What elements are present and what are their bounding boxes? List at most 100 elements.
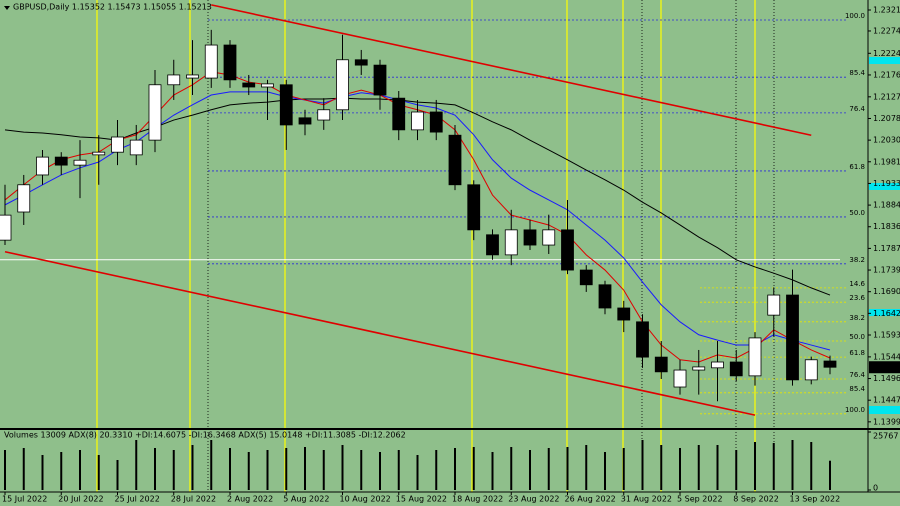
candle-body [542,229,556,246]
y-tick-label: 1.17390 [873,266,900,275]
fibo-label: 50.0 [849,209,865,217]
candle-body [373,64,387,96]
fibo-label: 76.4 [849,105,865,113]
trendline [211,4,812,137]
candle-body [298,117,312,125]
candle-body [636,321,649,358]
fibo-label: 50.0 [849,333,865,341]
y-tick-label: 1.18360 [873,222,900,231]
candle-body [692,366,706,371]
y-tick-label: 1.22745 [873,26,900,35]
y-tick-label: 1.22245 [873,49,900,58]
candle-body [354,59,368,66]
volume-tick-label: 0 [873,484,878,493]
level-highlight [869,183,900,190]
y-tick-label: 1.23215 [873,5,900,14]
candle-body [429,111,443,133]
candle-body [223,44,237,81]
period-separators [96,0,900,492]
price-tag [869,361,900,374]
y-tick-label: 1.18845 [873,201,900,210]
candle-body [242,82,256,88]
symbol-icon [4,6,10,10]
candle-body [673,369,687,388]
candle-body [804,359,818,381]
candle-body [786,294,799,381]
candle-body [617,307,631,321]
y-tick-label: 1.15935 [873,331,900,340]
candle-body [823,360,837,368]
volume-tick-label: 25767 [873,432,898,441]
x-tick-label: 15 Jul 2022 [2,495,47,504]
candle-body [111,136,124,153]
x-tick-label: 15 Aug 2022 [396,495,447,504]
x-tick-label: 10 Aug 2022 [340,495,391,504]
candle-body [467,184,481,231]
candle-body [504,229,518,256]
candle-body [167,74,181,86]
y-tick-label: 1.19815 [873,157,900,166]
y-tick-label: 1.14475 [873,396,900,405]
candle-body [767,294,781,316]
fibo-label: 61.8 [849,163,865,171]
y-tick-label: 1.16420 [873,309,900,318]
x-tick-label: 13 Sep 2022 [790,495,841,504]
x-tick-label: 18 Aug 2022 [452,495,503,504]
y-tick-label: 1.21270 [873,92,900,101]
x-tick-label: 25 Jul 2022 [115,495,160,504]
fibo-label: 23.6 [849,294,865,302]
candle-body [748,337,762,377]
fibo-label: 100.0 [845,406,865,414]
x-tick-label: 23 Aug 2022 [508,495,559,504]
y-tick-label: 1.20785 [873,114,900,123]
x-tick-label: 5 Sep 2022 [677,495,723,504]
candle-body [317,109,331,121]
candle-body [448,134,462,186]
fibo-label: 100.0 [845,12,865,20]
candle-body [261,83,274,88]
candle-body [17,184,31,213]
y-tick-label: 1.15445 [873,352,900,361]
fibo-label: 76.4 [849,371,865,379]
candle-body [486,234,499,256]
price-tag-label: 1.15213 [871,363,900,372]
candle-body [279,84,293,126]
fibo-label: 61.8 [849,349,865,357]
plot-area: 1.23215 1.22745 1.22245 1.21760 1.21270 1.207… [0,4,900,504]
candle-body [654,356,668,373]
x-tick-label: 26 Aug 2022 [565,495,616,504]
chart-title: GBPUSD,Daily 1.15352 1.15473 1.15055 1.1… [13,3,212,12]
y-tick-label: 1.20300 [873,136,900,145]
x-tick-label: 8 Sep 2022 [733,495,779,504]
fibo-label: 85.4 [849,69,865,77]
candle-body [411,111,424,131]
candle-body [392,97,406,131]
candle-body [92,151,106,156]
candle-body [0,214,12,241]
candle-body [73,159,87,166]
candle-body [711,361,724,369]
y-tick-label: 1.14960 [873,374,900,383]
y-tick-label: 1.16905 [873,287,900,296]
level-highlight [869,406,900,414]
candle-body [186,74,199,79]
trendline [4,250,756,416]
candle-body [204,44,218,79]
x-tick-label: 2 Aug 2022 [227,495,273,504]
y-tick-label: 1.17875 [873,244,900,253]
x-tick-label: 5 Aug 2022 [283,495,329,504]
candle-body [579,269,593,286]
candle-body [36,156,49,176]
fibo-label: 14.6 [849,280,865,288]
y-tick-label: 1.13990 [873,417,900,426]
level-highlight [869,309,900,316]
candle-body [523,229,537,246]
y-tick-label: 1.19330 [873,179,900,188]
fibo-label: 38.2 [849,256,865,264]
x-tick-label: 28 Jul 2022 [171,495,216,504]
candle-body [129,139,143,156]
x-tick-label: 20 Jul 2022 [58,495,103,504]
level-highlight [869,57,900,64]
